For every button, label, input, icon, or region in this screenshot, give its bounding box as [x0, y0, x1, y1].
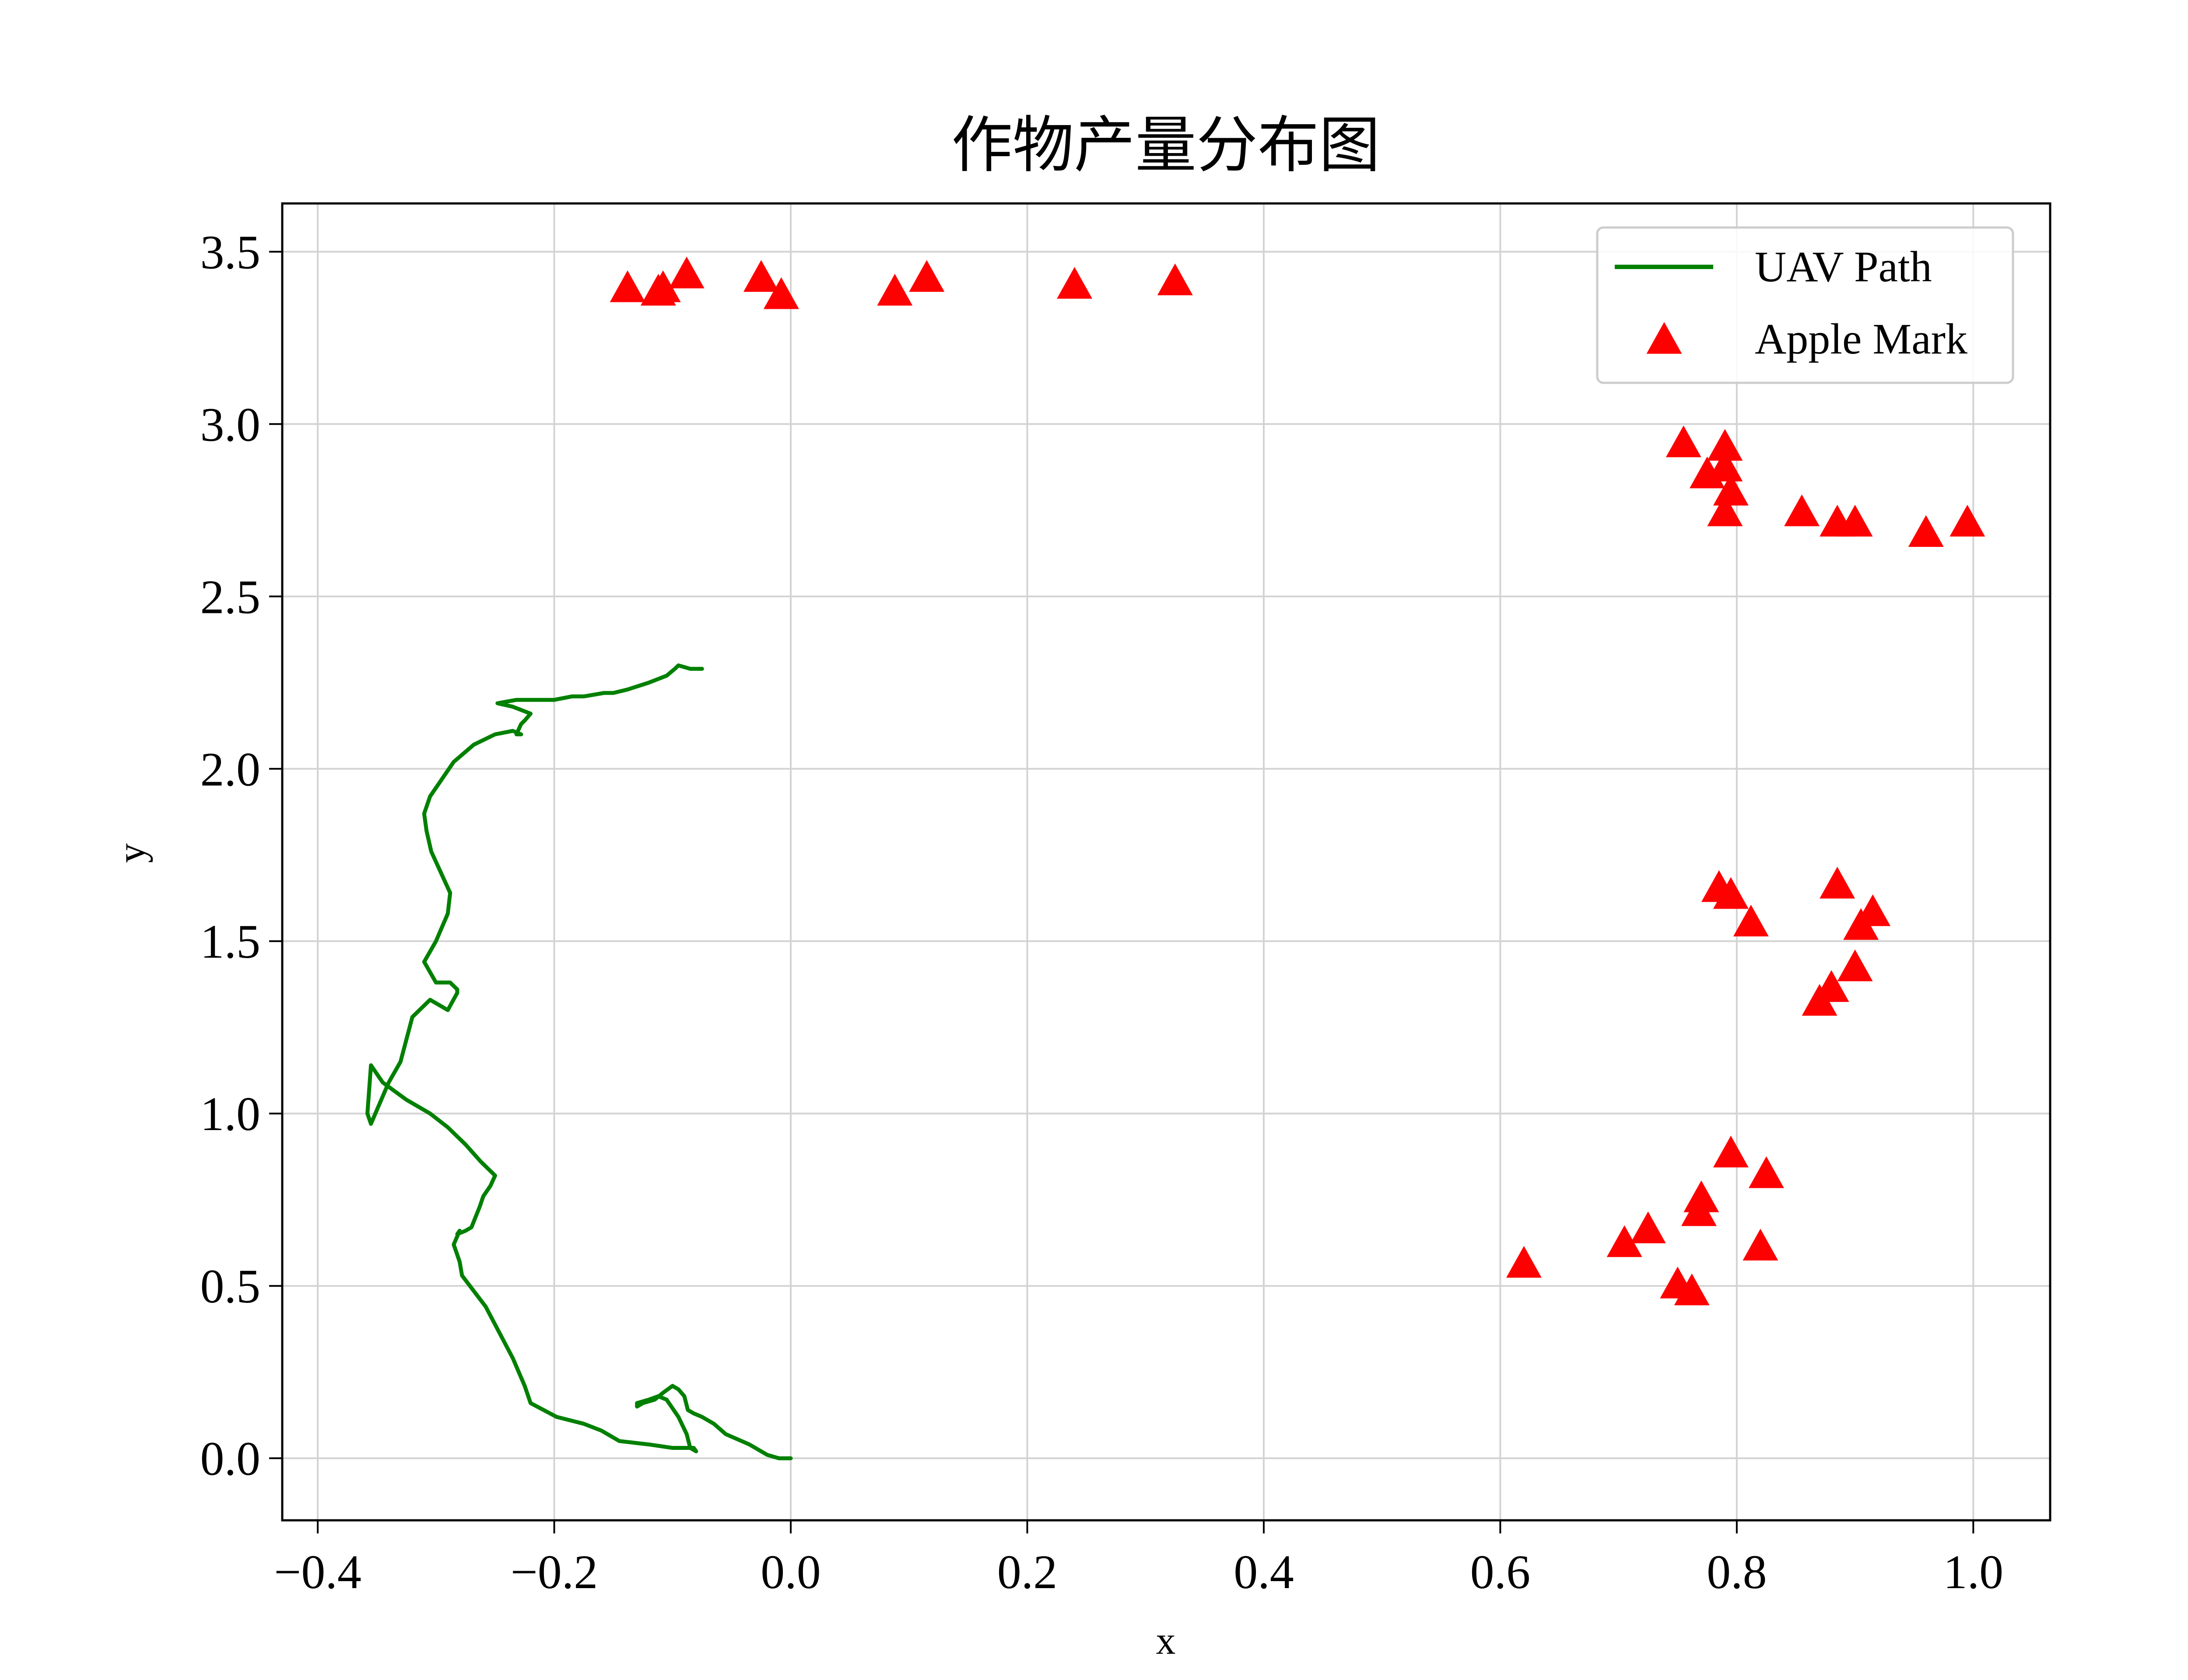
y-tick-label: 2.0 — [200, 742, 261, 796]
apple-mark-point — [1743, 1228, 1778, 1261]
apple-mark-point — [1666, 425, 1701, 458]
x-tick-label: 0.6 — [1470, 1545, 1531, 1599]
apple-mark-point — [1506, 1246, 1542, 1278]
x-axis-label: x — [1156, 1619, 1176, 1662]
apple-mark-point — [1606, 1225, 1642, 1257]
apple-mark-point — [1837, 949, 1873, 981]
apple-mark-point — [1713, 1135, 1749, 1168]
apple-mark-point — [763, 277, 799, 309]
apple-mark-point — [1802, 984, 1837, 1016]
apple-mark-point — [610, 270, 645, 302]
y-tick-label: 0.5 — [200, 1260, 261, 1313]
y-tick-label: 2.5 — [200, 570, 261, 623]
apple-mark-point — [1681, 1194, 1717, 1226]
y-tick-label: 3.0 — [200, 398, 261, 451]
apple-mark-point — [1820, 867, 1855, 899]
x-tick-label: −0.2 — [511, 1545, 598, 1599]
y-tick-label: 1.5 — [200, 915, 261, 968]
apple-mark-point — [1057, 267, 1093, 299]
apple-mark-point — [1908, 515, 1944, 547]
axes-frame — [281, 202, 2051, 1522]
chart-title: 作物产量分布图 — [951, 110, 1380, 181]
apple-mark-point — [1157, 263, 1193, 295]
legend-label: Apple Mark — [1755, 315, 1967, 363]
apple-mark-point — [1733, 904, 1769, 937]
legend-marker-swatch — [1646, 322, 1682, 354]
legend-label: UAV Path — [1755, 242, 1932, 291]
apple-mark-point — [645, 270, 681, 302]
x-tick-label: 0.0 — [761, 1545, 821, 1599]
y-tick-label: 0.0 — [200, 1432, 261, 1485]
apple-mark-point — [1837, 504, 1873, 537]
apple-mark-point — [1713, 473, 1749, 506]
y-tick-label: 1.0 — [200, 1087, 261, 1141]
plot-data — [365, 256, 1985, 1460]
x-tick-label: 1.0 — [1943, 1545, 2004, 1599]
apple-mark-point — [1713, 877, 1749, 909]
y-tick-label: 3.5 — [200, 225, 261, 279]
apple-mark-point — [669, 256, 705, 289]
apple-mark-point — [1674, 1273, 1710, 1306]
apple-mark-point — [1683, 1180, 1719, 1212]
x-tick-label: −0.4 — [274, 1545, 361, 1599]
x-tick-label: 0.4 — [1234, 1545, 1294, 1599]
apple-mark-point — [877, 273, 913, 306]
apple-mark-point — [1707, 449, 1743, 482]
legend: UAV Path Apple Mark — [1596, 226, 2014, 384]
x-tick-label: 0.8 — [1707, 1545, 1767, 1599]
uav-path-line — [365, 663, 793, 1460]
y-axis-label: y — [110, 844, 153, 863]
apple-mark-point — [1950, 504, 1985, 537]
apple-mark-point — [1855, 894, 1891, 926]
apple-mark-point — [1630, 1211, 1666, 1243]
x-tick-label: 0.2 — [997, 1545, 1058, 1599]
apple-mark-point — [909, 260, 945, 292]
axis-ticks: −0.4 −0.2 0.0 0.2 0.4 0.6 0.8 1.0 0.0 0.5 1.0 1.5 2.… — [200, 225, 2004, 1599]
apple-mark-point — [1748, 1156, 1784, 1188]
grid-lines — [282, 203, 2050, 1520]
apple-mark-point — [1784, 494, 1820, 526]
apple-mark-point — [1707, 494, 1743, 526]
apple-mark-point — [1707, 429, 1743, 461]
apple-mark-point — [743, 260, 779, 292]
